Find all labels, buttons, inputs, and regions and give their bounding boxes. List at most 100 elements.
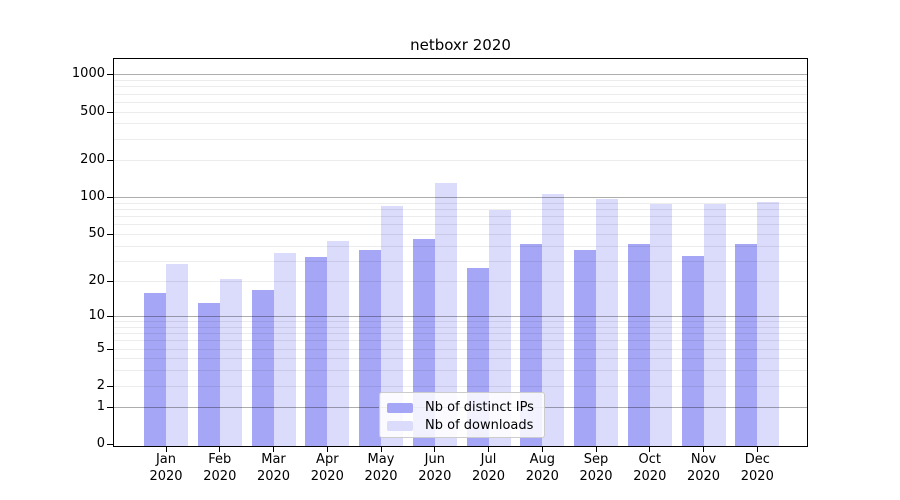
x-tick-label-nov: Nov 2020 [664, 451, 744, 485]
y-tick-label-2: 2 [96, 377, 105, 393]
legend-entry-distinct-ips: Nb of distinct IPs [387, 399, 544, 416]
bar-mar-distinct-ips [251, 289, 274, 446]
bar-feb-distinct-ips [197, 303, 220, 446]
month-label: Oct [638, 452, 662, 467]
y-tick-label-0: 0 [96, 436, 105, 452]
x-tick-label-may: May 2020 [341, 451, 421, 485]
month-label: Sep [583, 452, 609, 467]
y-tick-label-200: 200 [80, 152, 105, 168]
x-tick-label-jun: Jun 2020 [395, 451, 475, 485]
x-tick-label-apr: Apr 2020 [287, 451, 367, 485]
y-tick-label-1000: 1000 [71, 66, 105, 82]
legend-swatch-distinct-ips [387, 402, 413, 413]
month-label: Apr [316, 452, 339, 467]
y-tick-mark-20 [107, 281, 113, 283]
legend: Nb of distinct IPs Nb of downloads [379, 392, 545, 438]
year-label: 2020 [471, 469, 506, 484]
y-tick-mark-10 [107, 316, 113, 317]
year-label: 2020 [310, 469, 344, 484]
x-tick-label-mar: Mar 2020 [234, 451, 314, 485]
y-tick-mark-0 [107, 444, 113, 446]
x-tick-label-dec: Dec 2020 [717, 451, 797, 485]
year-label: 2020 [364, 469, 398, 484]
chart-title: netboxr 2020 [410, 36, 511, 54]
y-tick-mark-50 [107, 233, 113, 235]
year-label: 2020 [740, 469, 774, 484]
y-tick-mark-2 [107, 385, 113, 387]
bar-nov-downloads [703, 204, 726, 446]
x-tick-mark-may [380, 447, 382, 452]
bar-feb-downloads [219, 278, 242, 446]
year-label: 2020 [203, 469, 237, 484]
x-tick-label-aug: Aug 2020 [502, 451, 582, 485]
y-tick-label-100: 100 [80, 189, 105, 205]
year-label: 2020 [418, 469, 452, 484]
y-tick-label-50: 50 [88, 225, 105, 241]
month-label: Jan [155, 452, 177, 467]
bar-jun-downloads [434, 183, 457, 446]
bar-oct-downloads [649, 204, 672, 446]
bar-apr-distinct-ips [305, 257, 328, 446]
month-label: Mar [261, 452, 286, 467]
legend-label-downloads: Nb of downloads [425, 418, 534, 433]
x-tick-mark-dec [756, 447, 758, 452]
bar-dec-downloads [757, 201, 780, 446]
x-tick-mark-sep [595, 447, 597, 452]
y-tick-label-20: 20 [88, 273, 105, 289]
x-tick-label-jan: Jan 2020 [126, 451, 206, 485]
x-tick-mark-jul [488, 447, 489, 452]
year-label: 2020 [149, 469, 183, 484]
x-tick-mark-jan [165, 447, 167, 452]
x-tick-mark-feb [219, 447, 221, 452]
x-tick-label-feb: Feb 2020 [180, 451, 260, 485]
legend-swatch-downloads [387, 420, 413, 431]
x-tick-mark-aug [541, 447, 543, 452]
bar-mar-downloads [273, 252, 296, 446]
x-tick-mark-mar [273, 447, 274, 452]
x-tick-label-sep: Sep 2020 [556, 451, 636, 485]
bar-jan-distinct-ips [144, 292, 166, 446]
bar-dec-distinct-ips [735, 244, 758, 446]
legend-label-distinct-ips: Nb of distinct IPs [425, 400, 534, 415]
x-tick-mark-oct [649, 447, 651, 452]
y-tick-mark-1000 [107, 74, 113, 76]
y-tick-label-1: 1 [96, 399, 105, 415]
x-tick-mark-apr [326, 447, 328, 452]
bar-jan-downloads [166, 264, 188, 446]
month-label: Dec [744, 452, 770, 467]
bar-apr-downloads [327, 240, 350, 446]
y-tick-mark-200 [107, 160, 113, 162]
y-tick-mark-500 [107, 111, 113, 113]
y-tick-label-10: 10 [88, 308, 105, 323]
month-label: Feb [208, 452, 232, 467]
y-tick-label-5: 5 [96, 340, 105, 356]
y-tick-label-500: 500 [80, 103, 105, 119]
y-tick-mark-5 [107, 348, 113, 350]
x-tick-mark-nov [703, 447, 704, 452]
y-tick-mark-1 [107, 407, 113, 409]
x-tick-mark-jun [434, 447, 436, 452]
bars-layer [114, 59, 807, 446]
month-label: Aug [529, 452, 555, 467]
bar-sep-downloads [596, 199, 618, 446]
month-label: Nov [690, 452, 717, 467]
x-tick-label-jul: Jul 2020 [449, 451, 529, 485]
bar-jul-downloads [488, 210, 511, 446]
legend-entry-downloads: Nb of downloads [387, 417, 544, 434]
bar-aug-downloads [542, 193, 565, 446]
plot-area [113, 58, 808, 447]
year-label: 2020 [633, 469, 667, 484]
y-tick-mark-100 [107, 197, 113, 199]
bar-oct-distinct-ips [627, 244, 650, 446]
month-label: Jun [424, 452, 445, 467]
bar-may-downloads [381, 205, 403, 446]
month-label: May [367, 452, 395, 467]
year-label: 2020 [686, 469, 721, 484]
bar-may-distinct-ips [359, 249, 381, 446]
bar-nov-distinct-ips [681, 255, 704, 446]
year-label: 2020 [579, 469, 613, 484]
year-label: 2020 [256, 469, 291, 484]
bar-sep-distinct-ips [574, 249, 596, 446]
year-label: 2020 [525, 469, 559, 484]
